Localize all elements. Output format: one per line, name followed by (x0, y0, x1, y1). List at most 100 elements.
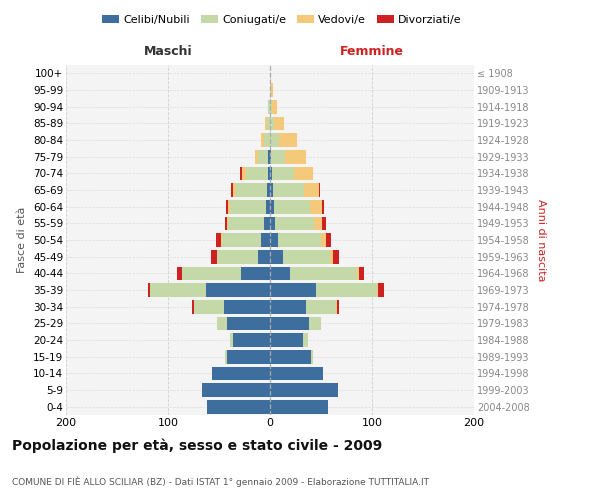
Bar (270, 133, 279, 147)
Bar (221, 233, 222, 247)
Text: Maschi: Maschi (143, 46, 193, 59)
Bar (333, 250, 340, 264)
Bar (271, 83, 273, 97)
Bar (241, 266, 270, 280)
Bar (231, 183, 233, 197)
Bar (278, 233, 321, 247)
Bar (149, 283, 206, 297)
Bar (206, 283, 270, 297)
Bar (272, 100, 277, 114)
Bar (224, 300, 270, 314)
Bar (274, 116, 284, 130)
Bar (270, 300, 306, 314)
Bar (304, 183, 319, 197)
Bar (270, 350, 311, 364)
Bar (227, 216, 228, 230)
Bar (177, 266, 182, 280)
Bar (245, 166, 268, 180)
Text: Femmine: Femmine (340, 46, 404, 59)
Bar (193, 300, 224, 314)
Bar (268, 166, 270, 180)
Bar (202, 383, 270, 397)
Bar (241, 166, 242, 180)
Bar (274, 200, 310, 213)
Bar (270, 333, 302, 347)
Bar (270, 383, 338, 397)
Bar (258, 250, 270, 264)
Bar (270, 216, 275, 230)
Bar (268, 100, 270, 114)
Bar (212, 366, 270, 380)
Bar (233, 183, 236, 197)
Bar (271, 150, 286, 164)
Bar (322, 200, 324, 213)
Bar (267, 183, 270, 197)
Bar (270, 400, 328, 413)
Bar (225, 350, 227, 364)
Bar (279, 133, 296, 147)
Bar (217, 250, 258, 264)
Bar (228, 200, 230, 213)
Bar (261, 233, 270, 247)
Bar (267, 116, 270, 130)
Bar (337, 300, 340, 314)
Bar (319, 183, 320, 197)
Bar (356, 266, 359, 280)
Bar (270, 250, 283, 264)
Bar (254, 150, 258, 164)
Bar (270, 100, 272, 114)
Bar (227, 350, 270, 364)
Bar (242, 166, 245, 180)
Legend: Celibi/Nubili, Coniugati/e, Vedovi/e, Divorziati/e: Celibi/Nubili, Coniugati/e, Vedovi/e, Di… (98, 10, 466, 29)
Bar (275, 216, 314, 230)
Bar (264, 216, 270, 230)
Bar (211, 250, 217, 264)
Bar (306, 300, 337, 314)
Bar (261, 133, 264, 147)
Bar (270, 150, 271, 164)
Bar (270, 366, 323, 380)
Bar (182, 266, 241, 280)
Text: COMUNE DI FIÈ ALLO SCILIAR (BZ) - Dati ISTAT 1° gennaio 2009 - Elaborazione TUTT: COMUNE DI FIÈ ALLO SCILIAR (BZ) - Dati I… (12, 476, 429, 487)
Bar (148, 283, 149, 297)
Bar (377, 283, 378, 297)
Bar (290, 266, 356, 280)
Bar (270, 233, 278, 247)
Y-axis label: Anni di nascita: Anni di nascita (536, 198, 546, 281)
Bar (310, 200, 322, 213)
Bar (283, 250, 330, 264)
Y-axis label: Fasce di età: Fasce di età (17, 207, 28, 273)
Bar (228, 216, 264, 230)
Bar (311, 350, 313, 364)
Bar (314, 216, 322, 230)
Bar (286, 150, 306, 164)
Bar (265, 116, 267, 130)
Bar (217, 316, 227, 330)
Bar (222, 233, 261, 247)
Bar (225, 216, 227, 230)
Bar (270, 183, 273, 197)
Bar (270, 283, 316, 297)
Bar (230, 200, 266, 213)
Bar (316, 283, 377, 297)
Bar (207, 400, 270, 413)
Bar (268, 150, 270, 164)
Bar (378, 283, 384, 297)
Bar (302, 333, 308, 347)
Bar (273, 183, 304, 197)
Bar (227, 316, 270, 330)
Bar (272, 166, 295, 180)
Bar (270, 316, 309, 330)
Bar (321, 233, 326, 247)
Bar (330, 250, 333, 264)
Bar (270, 200, 274, 213)
Bar (270, 266, 290, 280)
Bar (359, 266, 364, 280)
Text: Popolazione per età, sesso e stato civile - 2009: Popolazione per età, sesso e stato civil… (12, 438, 382, 453)
Bar (266, 200, 270, 213)
Bar (226, 200, 228, 213)
Bar (270, 83, 271, 97)
Bar (230, 333, 233, 347)
Bar (326, 233, 331, 247)
Bar (270, 116, 274, 130)
